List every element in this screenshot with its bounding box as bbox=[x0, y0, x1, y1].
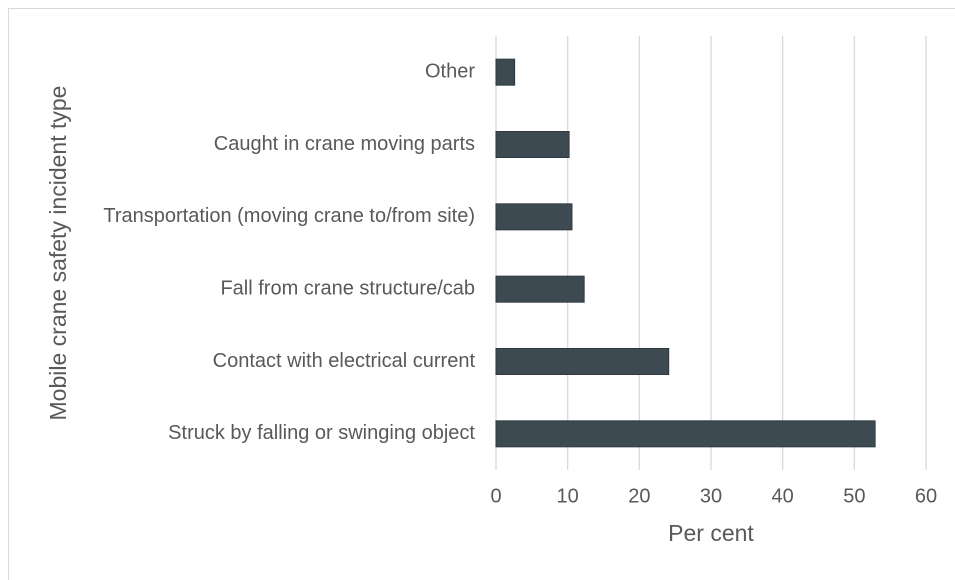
x-tick-label: 40 bbox=[772, 485, 794, 507]
x-tick-label: 10 bbox=[557, 485, 579, 507]
bar bbox=[495, 420, 876, 448]
x-tick-label: 50 bbox=[843, 485, 865, 507]
y-tick-label: Contact with electrical current bbox=[213, 350, 476, 372]
bar bbox=[495, 58, 516, 86]
y-tick-label: Caught in crane moving parts bbox=[214, 133, 475, 155]
bar bbox=[495, 131, 570, 158]
y-tick-label: Other bbox=[425, 60, 475, 82]
x-tick-label: 60 bbox=[915, 485, 937, 507]
y-tick-label: Transportation (moving crane to/from sit… bbox=[103, 205, 475, 227]
y-tick-label: Fall from crane structure/cab bbox=[220, 277, 475, 299]
bar bbox=[495, 348, 670, 375]
chart-border bbox=[8, 8, 955, 580]
bar bbox=[495, 203, 573, 231]
x-tick-label: 20 bbox=[628, 485, 650, 507]
y-tick-label: Struck by falling or swinging object bbox=[168, 422, 475, 444]
x-tick-label: 30 bbox=[700, 485, 722, 507]
x-tick-label: 0 bbox=[490, 485, 501, 507]
y-axis-title: Mobile crane safety incident type bbox=[45, 86, 71, 421]
bar bbox=[495, 275, 585, 303]
x-axis-title: Per cent bbox=[668, 520, 754, 546]
